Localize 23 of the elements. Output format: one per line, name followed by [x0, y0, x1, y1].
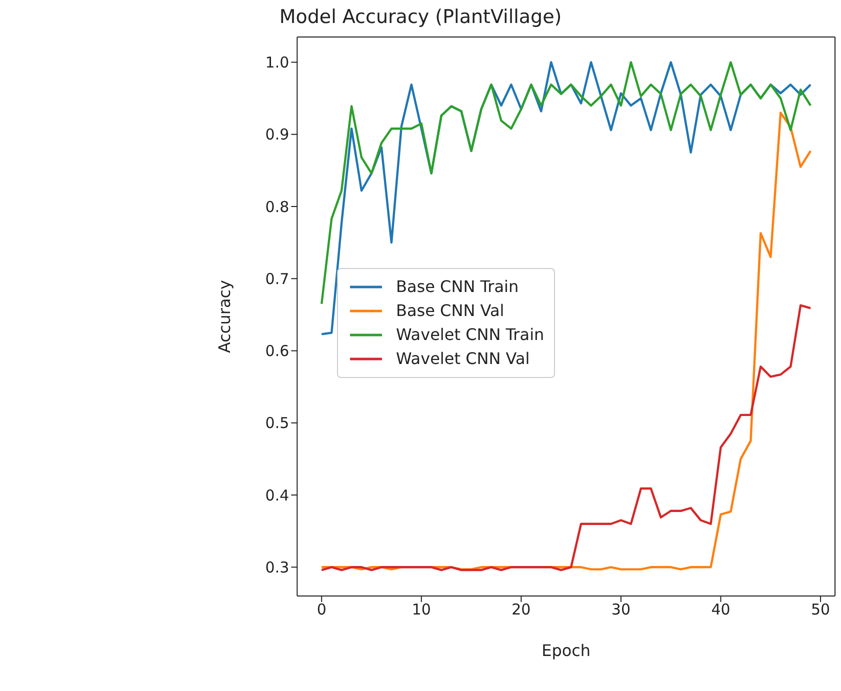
- y-tick-label: 0.7: [265, 270, 290, 288]
- line-series: [320, 304, 812, 572]
- y-tick-label: 0.6: [265, 342, 290, 360]
- x-tick-label: 10: [412, 600, 431, 619]
- y-tick-label: 0.9: [265, 126, 290, 144]
- legend-label: Wavelet CNN Train: [396, 324, 544, 346]
- y-tick-label: 0.3: [265, 558, 290, 576]
- y-tick-label: 0.5: [265, 414, 290, 432]
- x-tick-label: 40: [711, 600, 730, 619]
- y-tick-label: 0.4: [265, 486, 290, 504]
- y-tick-label: 0.8: [265, 198, 290, 216]
- y-tick-label: 1.0: [265, 54, 290, 72]
- x-tick-label: 0: [316, 600, 326, 619]
- x-axis-title: Epoch: [542, 641, 591, 660]
- y-axis-title: Accuracy: [214, 280, 234, 354]
- legend-label: Base CNN Val: [396, 300, 504, 322]
- legend-label: Base CNN Train: [396, 276, 519, 298]
- x-tick-label: 20: [512, 600, 531, 619]
- line-series: [320, 112, 812, 570]
- chart-title: Model Accuracy (PlantVillage): [278, 6, 563, 28]
- x-tick-label: 50: [810, 600, 830, 619]
- legend-label: Wavelet CNN Val: [396, 348, 530, 370]
- x-tick-label: 30: [611, 600, 631, 619]
